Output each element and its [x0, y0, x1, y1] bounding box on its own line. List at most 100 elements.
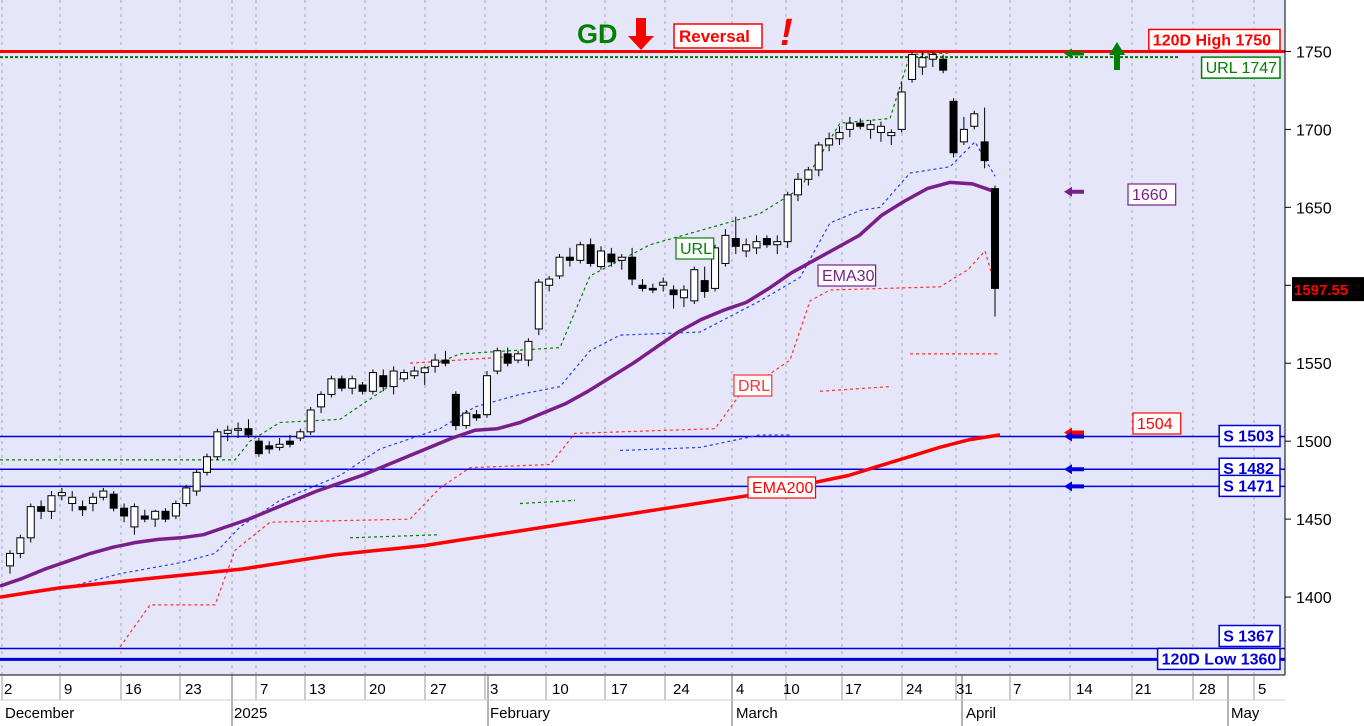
- candle-body: [37, 506, 46, 512]
- candle-body: [659, 281, 668, 286]
- label-1660: 1660: [1132, 187, 1168, 204]
- x-tick-label: 16: [125, 681, 142, 698]
- arrow-left-blue-icon: [1064, 431, 1084, 442]
- candle-body: [389, 370, 398, 388]
- x-tick-label: 7: [1013, 681, 1021, 698]
- moving-averages: [0, 180, 1001, 599]
- candle-body: [192, 471, 201, 492]
- y-tick-label: 1700: [1296, 122, 1332, 139]
- gd-label: GD: [577, 19, 618, 49]
- candle-body: [565, 256, 574, 261]
- x-tick-label: 10: [552, 681, 569, 698]
- ema30-line: [0, 180, 996, 588]
- label-1660-box: [1127, 183, 1177, 206]
- x-tick-label: 20: [369, 681, 386, 698]
- candle-body: [130, 506, 139, 528]
- candle-body: [638, 284, 647, 289]
- level-label-box: [1218, 424, 1281, 448]
- drl-dotted-line: [119, 249, 996, 648]
- y-axis: 140014501500155016001650170017501597.55: [1284, 0, 1364, 675]
- last-price-badge: [1292, 277, 1364, 302]
- candle-body: [68, 496, 77, 505]
- label-1504: 1504: [1137, 416, 1173, 433]
- candle-body: [773, 241, 782, 246]
- candle-body: [700, 280, 709, 293]
- url-tag: URL: [680, 241, 712, 258]
- y-tick-label: 1550: [1296, 356, 1332, 373]
- y-tick-label: 1450: [1296, 512, 1332, 529]
- candle-body: [545, 278, 554, 286]
- candle-body: [991, 188, 999, 289]
- candle-body: [607, 253, 616, 263]
- arrow-left-purple-icon: [1064, 186, 1084, 197]
- level-label-box: [1218, 624, 1281, 648]
- candle-body: [109, 493, 118, 509]
- candle-body: [161, 510, 170, 520]
- candle-body: [441, 359, 450, 364]
- candle-body: [690, 269, 699, 302]
- candle-body: [959, 128, 968, 143]
- candle-body: [306, 409, 315, 433]
- candle-body: [897, 91, 906, 130]
- candle-body: [679, 289, 688, 299]
- blue-dotted-line: [619, 434, 790, 452]
- candle-body: [6, 552, 14, 567]
- candle-body: [928, 54, 937, 60]
- candle-body: [358, 384, 367, 392]
- candle-body: [876, 125, 885, 134]
- channel-lines: [0, 52, 1000, 648]
- candle-body: [410, 370, 419, 377]
- arrow-down-red-icon: [628, 18, 654, 50]
- candle-body: [182, 487, 191, 505]
- y-tick-label: 1750: [1296, 44, 1332, 61]
- candle-body: [296, 431, 305, 439]
- ema200-tag: EMA200: [752, 480, 813, 497]
- candle-body: [451, 393, 460, 427]
- y-tick-label: 1400: [1296, 590, 1332, 607]
- candle-body: [514, 353, 523, 361]
- x-tick-label: 5: [1258, 681, 1266, 698]
- level-label: S 1471: [1223, 478, 1274, 495]
- candle-body: [78, 506, 87, 511]
- candle-body: [88, 496, 97, 505]
- x-tick-label: 17: [611, 681, 628, 698]
- level-label-box: [1148, 28, 1281, 52]
- grid: [1, 0, 1291, 675]
- drl-tag: DRL: [738, 378, 770, 395]
- x-tick-label: 4: [736, 681, 744, 698]
- red-dotted-line: [409, 354, 531, 364]
- candle-body: [908, 54, 917, 81]
- level-label: URL 1747: [1206, 60, 1278, 77]
- candle-body: [317, 393, 326, 408]
- ema30-tag-box: [817, 264, 877, 287]
- candle-body: [244, 428, 253, 436]
- candle-body: [555, 256, 564, 277]
- candle-body: [524, 340, 533, 361]
- green-dotted-line: [0, 52, 951, 461]
- candle-body: [400, 372, 408, 380]
- candle-body: [887, 132, 896, 137]
- candle-body: [970, 113, 979, 127]
- candle-body: [628, 256, 637, 280]
- candle-body: [140, 515, 149, 520]
- candle-body: [731, 238, 740, 247]
- level-label-box: [1156, 647, 1281, 671]
- candle-body: [617, 256, 626, 261]
- x-tick-label: 3: [490, 681, 498, 698]
- candle-body: [462, 412, 471, 427]
- candle-body: [348, 378, 357, 389]
- x-axis: 2 9 16 23 7 13 20 27 3 10 17 24 4 10 17 24 31 7 14 21 28 5 Dec…: [0, 674, 1285, 726]
- candle-body: [845, 122, 854, 130]
- candle-body: [503, 353, 512, 364]
- candle-body: [856, 122, 865, 127]
- arrow-left-blue-icon: [1064, 481, 1084, 492]
- level-label: 120D Low 1360: [1162, 651, 1277, 668]
- candle-body: [752, 241, 761, 249]
- drl-tag-box: [733, 374, 773, 397]
- candle-body: [337, 378, 346, 389]
- ema200-line: [0, 433, 1001, 599]
- candle-body: [762, 238, 771, 246]
- x-tick-label: 23: [185, 681, 202, 698]
- candlesticks: [6, 51, 999, 574]
- candle-body: [534, 281, 543, 330]
